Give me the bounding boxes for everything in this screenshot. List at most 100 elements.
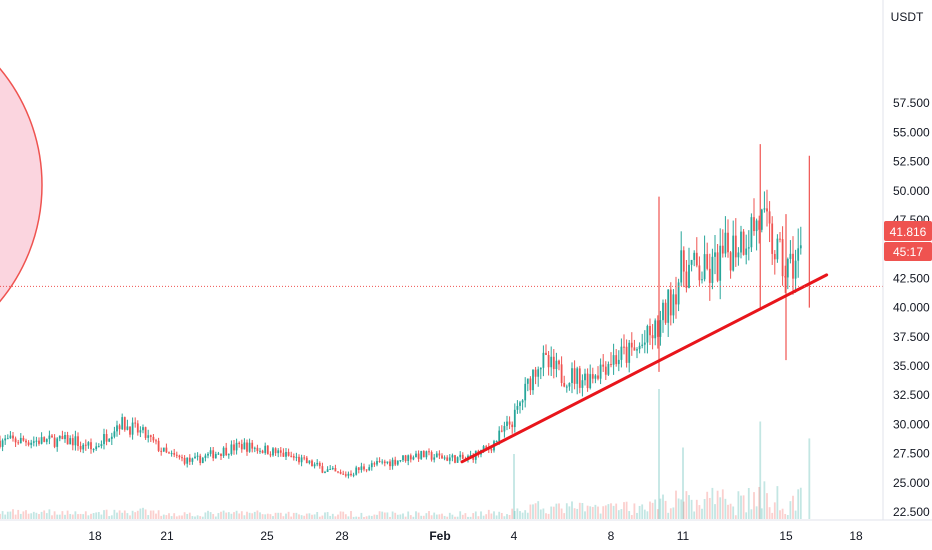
volume-spike [658, 389, 660, 519]
volume-bar [235, 510, 238, 519]
volume-bar [620, 509, 623, 519]
volume-bar [110, 515, 113, 519]
candlesticks [0, 144, 810, 479]
candle-body [58, 435, 61, 439]
candle-body [669, 289, 672, 316]
candle-body [199, 455, 202, 464]
candle-body [334, 468, 337, 472]
candle-body [90, 442, 92, 450]
candle-body [238, 442, 241, 445]
candle-body [308, 460, 311, 464]
volume-bar [402, 513, 404, 519]
volume-bar [786, 515, 789, 519]
volume-bar [14, 514, 17, 519]
candle-body [417, 453, 420, 459]
candle-body [152, 436, 155, 441]
volume-bar [467, 516, 469, 519]
volume-bar [456, 516, 459, 519]
candle-body [680, 250, 683, 283]
candle-body [667, 289, 670, 323]
volume-bar [342, 511, 345, 519]
candle-body [352, 474, 355, 476]
volume-bar [412, 516, 415, 519]
candle-body [461, 454, 464, 459]
candle-body [511, 424, 514, 428]
candle-body [251, 442, 254, 449]
volume-bar [97, 512, 100, 519]
volume-bar [357, 516, 360, 519]
candle-body [204, 455, 207, 458]
candle-body [77, 436, 79, 447]
candle-body [264, 445, 267, 453]
candle-body [594, 375, 597, 379]
volume-bar [22, 511, 25, 519]
volume-bar [157, 510, 160, 519]
volume-bar [259, 512, 261, 519]
candle-body [324, 471, 326, 473]
volume-bar [633, 503, 636, 519]
volume-bar [638, 505, 641, 519]
candle-body [799, 245, 802, 249]
volume-bar [680, 499, 683, 519]
candle-body [113, 431, 116, 437]
volume-bar [352, 516, 355, 519]
candle-body [168, 452, 170, 454]
volume-bar [799, 487, 802, 519]
candle-body [550, 356, 553, 368]
volume-bar [383, 512, 386, 519]
volume-bar [129, 515, 131, 519]
time-tick-label: 28 [335, 529, 349, 543]
candle-body [196, 455, 199, 457]
volume-bar [74, 511, 77, 519]
time-tick-label: 8 [608, 529, 615, 543]
volume-bar [178, 515, 181, 519]
candle-body [378, 461, 381, 463]
candle-body [402, 455, 404, 461]
candle-body [539, 367, 542, 370]
candle-body [721, 245, 724, 254]
volume-bar [142, 507, 144, 519]
volume-bar [698, 505, 701, 519]
volume-bar [337, 514, 339, 519]
trendline[interactable] [460, 273, 829, 464]
volume-bar [90, 513, 92, 519]
candle-body [532, 369, 534, 391]
candle-body [773, 253, 776, 260]
volume-bar [740, 495, 742, 519]
candle-body [363, 466, 365, 470]
candle-body [329, 468, 332, 470]
candle-body [558, 360, 560, 365]
volume-bar [230, 513, 233, 519]
candle-body [776, 238, 779, 260]
volume-bar [571, 501, 573, 519]
volume-bar [573, 508, 576, 519]
volume-bar [6, 511, 9, 519]
candle-body [110, 436, 113, 439]
volume-bar [321, 515, 324, 519]
volume-bar [750, 509, 753, 519]
volume-bar [610, 503, 612, 519]
volume-bar [79, 513, 82, 519]
candle-body [321, 466, 324, 473]
candle-body [451, 455, 454, 458]
price-axis[interactable]: 22.500 25.000 27.500 30.000 32.500 35.000 37.5… [893, 96, 930, 519]
time-tick-label: 18 [849, 529, 863, 543]
candle-body [779, 238, 781, 240]
candle-body [370, 463, 373, 468]
candle-body [0, 440, 1, 447]
candle-body [272, 448, 274, 456]
volume-bar [329, 515, 332, 519]
candle-body [534, 369, 537, 377]
volume-bar [103, 510, 105, 519]
candle-body [578, 368, 581, 388]
candle-body [40, 437, 43, 444]
candle-body [545, 352, 547, 356]
candle-body [781, 239, 784, 277]
candle-body [14, 438, 17, 443]
candle-body [103, 434, 105, 445]
candle-body [45, 439, 48, 442]
time-axis[interactable]: 18 21 25 28 Feb 4 8 11 15 18 [88, 529, 863, 543]
volume-bar [516, 508, 519, 519]
candle-body [121, 417, 124, 430]
